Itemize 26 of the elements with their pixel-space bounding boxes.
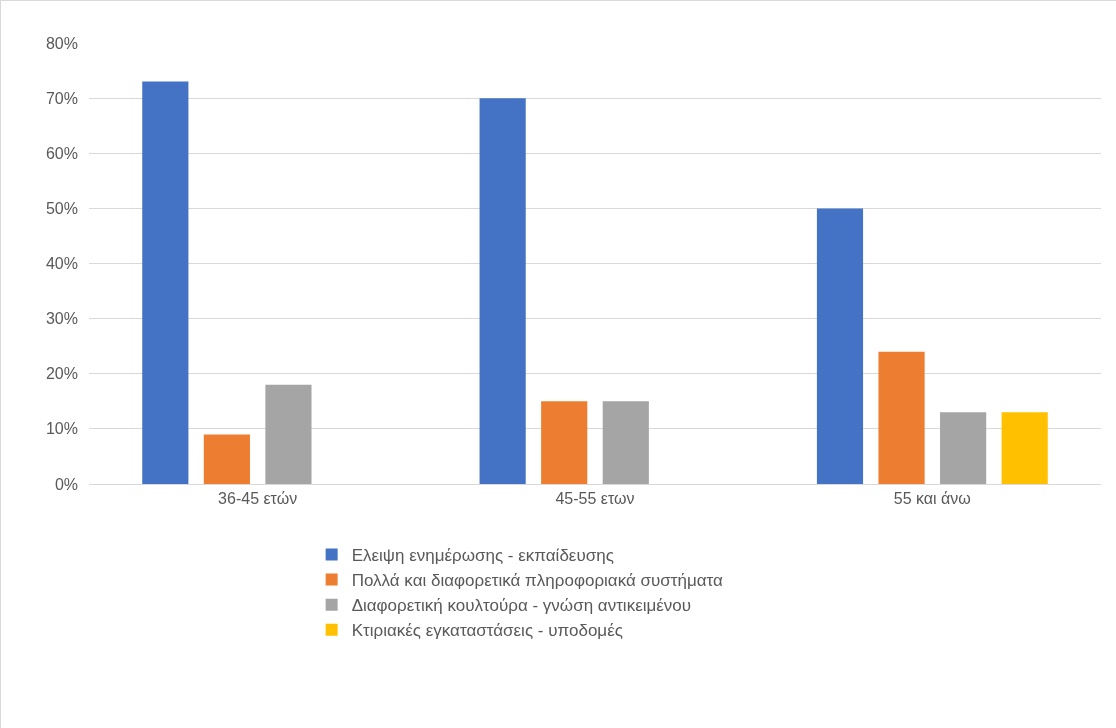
legend-label: Πολλά και διαφορετικά πληροφοριακά συστήματα bbox=[351, 571, 724, 591]
bar bbox=[479, 98, 526, 484]
legend-label: Κτιριακές εγκαταστάσεις - υποδομές bbox=[351, 621, 623, 641]
y-tick-label: 20% bbox=[45, 365, 78, 383]
legend-label: Ελειψη ενημέρωσης - εκπαίδευσης bbox=[351, 546, 614, 566]
bar bbox=[142, 81, 189, 484]
x-tick-label: 36-45 ετών bbox=[218, 490, 298, 508]
x-tick-label: 45-55 ετων bbox=[555, 490, 635, 508]
bar bbox=[878, 351, 925, 484]
y-tick-label: 0% bbox=[54, 475, 78, 493]
y-tick-label: 80% bbox=[45, 34, 78, 52]
x-tick-label: 55 και άνω bbox=[893, 490, 971, 508]
bar bbox=[940, 412, 987, 484]
bar bbox=[1001, 412, 1048, 484]
y-tick-label: 40% bbox=[45, 255, 78, 273]
y-tick-label: 30% bbox=[45, 310, 78, 328]
y-tick-label: 60% bbox=[45, 144, 78, 162]
bar bbox=[203, 434, 250, 484]
bar bbox=[816, 208, 864, 484]
bar bbox=[602, 401, 649, 484]
bar bbox=[541, 401, 588, 484]
y-tick-label: 10% bbox=[45, 420, 78, 438]
legend-label: Διαφορετική κουλτούρα - γνώση αντικειμένου bbox=[351, 596, 692, 616]
y-tick-label: 70% bbox=[45, 89, 78, 107]
bar bbox=[265, 384, 312, 484]
y-tick-label: 50% bbox=[45, 199, 78, 217]
